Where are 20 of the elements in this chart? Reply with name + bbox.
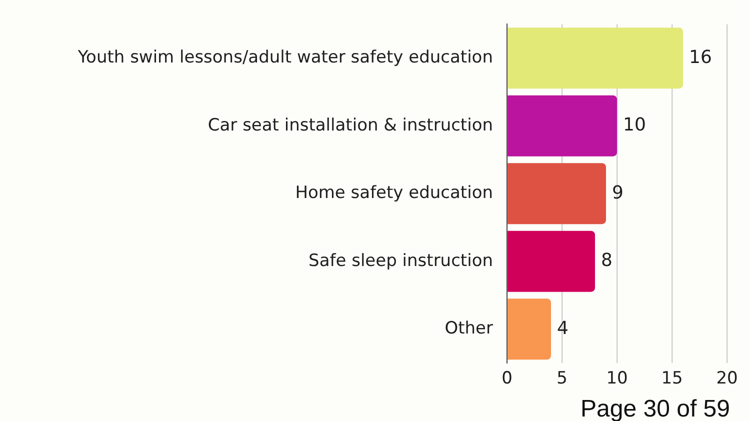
data-label: 8 xyxy=(601,250,612,272)
bar xyxy=(508,95,617,156)
data-label: 10 xyxy=(623,114,646,136)
bar xyxy=(508,230,595,292)
x-tick-label: 15 xyxy=(661,368,683,389)
x-tick-label: 5 xyxy=(556,368,568,389)
x-tick-label: 10 xyxy=(606,368,628,389)
y-tick-label: Other xyxy=(444,318,493,339)
data-label: 9 xyxy=(612,182,624,204)
bar xyxy=(508,28,683,89)
data-label: 16 xyxy=(689,46,712,68)
bar xyxy=(508,163,606,224)
bar xyxy=(508,298,551,360)
x-tick-label: 20 xyxy=(716,368,738,389)
y-tick-label: Home safety education xyxy=(295,183,493,204)
y-tick-label: Safe sleep instruction xyxy=(308,250,493,271)
x-tick-label: 0 xyxy=(502,368,512,389)
y-tick-label: Car seat installation & instruction xyxy=(208,115,493,136)
y-tick-label: Youth swim lessons/adult water safety education xyxy=(76,48,493,68)
data-label: 4 xyxy=(557,318,568,339)
